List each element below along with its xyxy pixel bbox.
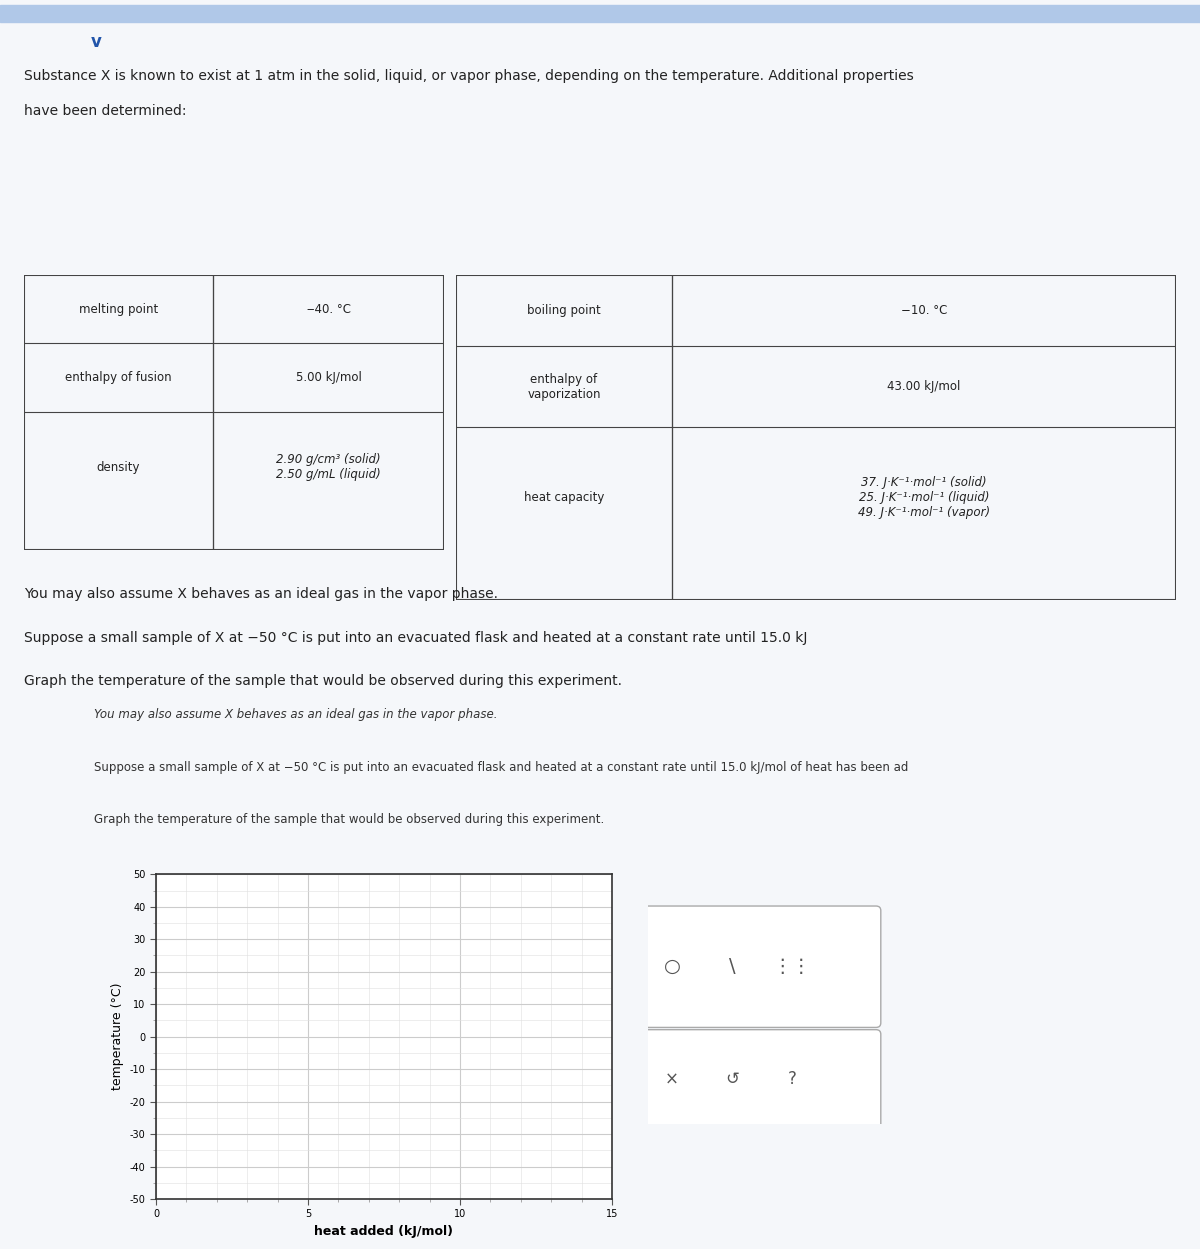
- Bar: [0, 5, 1200, 22]
- Text: Suppose a small sample of X at −50 °C is put into an evacuated flask and heated : Suppose a small sample of X at −50 °C is…: [94, 761, 908, 773]
- Text: have been determined:: have been determined:: [24, 105, 186, 119]
- Text: −10. °C: −10. °C: [901, 304, 947, 317]
- Text: enthalpy of
vaporization: enthalpy of vaporization: [527, 372, 601, 401]
- Text: 5.00 kJ/mol: 5.00 kJ/mol: [295, 371, 361, 385]
- X-axis label: heat added (kJ/mol): heat added (kJ/mol): [314, 1225, 454, 1238]
- Text: 37. J·K⁻¹·mol⁻¹ (solid)
25. J·K⁻¹·mol⁻¹ (liquid)
49. J·K⁻¹·mol⁻¹ (vapor): 37. J·K⁻¹·mol⁻¹ (solid) 25. J·K⁻¹·mol⁻¹ …: [858, 476, 990, 518]
- Text: melting point: melting point: [79, 302, 158, 316]
- FancyBboxPatch shape: [643, 906, 881, 1028]
- Text: heat capacity: heat capacity: [524, 491, 604, 503]
- Text: ↺: ↺: [725, 1070, 739, 1088]
- Text: You may also assume X behaves as an ideal gas in the vapor phase.: You may also assume X behaves as an idea…: [94, 708, 498, 721]
- Text: Suppose a small sample of X at −50 °C is put into an evacuated flask and heated : Suppose a small sample of X at −50 °C is…: [24, 631, 808, 644]
- Text: ×: ×: [665, 1070, 679, 1088]
- Text: density: density: [97, 461, 140, 473]
- Text: 2.90 g/cm³ (solid)
2.50 g/mL (liquid): 2.90 g/cm³ (solid) 2.50 g/mL (liquid): [276, 453, 380, 481]
- Text: 43.00 kJ/mol: 43.00 kJ/mol: [887, 380, 961, 393]
- Text: You may also assume X behaves as an ideal gas in the vapor phase.: You may also assume X behaves as an idea…: [24, 587, 498, 601]
- Text: ⋮⋮: ⋮⋮: [773, 957, 811, 977]
- Text: enthalpy of fusion: enthalpy of fusion: [65, 371, 172, 385]
- Text: Substance X is known to exist at 1 atm in the solid, liquid, or vapor phase, dep: Substance X is known to exist at 1 atm i…: [24, 69, 913, 82]
- FancyBboxPatch shape: [643, 1029, 881, 1140]
- Y-axis label: temperature (°C): temperature (°C): [112, 983, 124, 1090]
- Text: ○: ○: [664, 957, 680, 977]
- Text: v: v: [90, 32, 102, 51]
- Text: Graph the temperature of the sample that would be observed during this experimen: Graph the temperature of the sample that…: [24, 674, 622, 688]
- Text: \: \: [728, 957, 736, 977]
- Text: Graph the temperature of the sample that would be observed during this experimen: Graph the temperature of the sample that…: [94, 813, 605, 826]
- Text: boiling point: boiling point: [527, 304, 601, 317]
- Text: ?: ?: [787, 1070, 797, 1088]
- Text: ‒40. °C: ‒40. °C: [306, 302, 350, 316]
